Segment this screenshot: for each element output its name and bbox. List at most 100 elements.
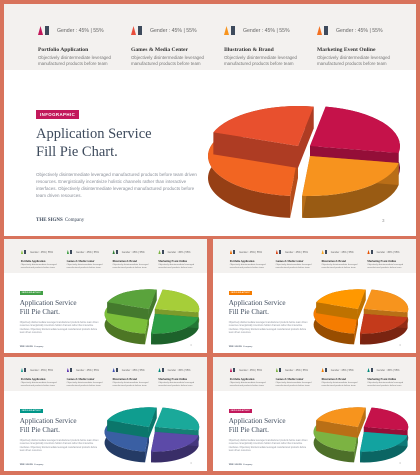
- gender-row: Gender : 45% | 55%: [229, 249, 272, 255]
- gender-row: Gender : 45% | 55%: [224, 26, 310, 35]
- info-column-4: Gender : 45% | 55% Marketing Event Online…: [367, 367, 409, 388]
- pie-slice-2: [150, 313, 199, 345]
- female-icon: [229, 367, 233, 373]
- male-icon: [138, 26, 142, 35]
- gender-ratio: Gender : 45% | 55%: [75, 368, 99, 372]
- female-icon: [66, 367, 70, 373]
- gender-ratio: Gender : 45% | 55%: [239, 368, 262, 372]
- gender-ratio: Gender : 45% | 55%: [243, 27, 290, 34]
- column-title: Marketing Event Online: [367, 378, 397, 382]
- male-icon: [279, 249, 282, 255]
- gender-ratio: Gender : 45% | 55%: [284, 368, 308, 372]
- column-title: Games & Media Center: [131, 47, 189, 53]
- pie-slice-4: [316, 407, 366, 438]
- footer-brand-suffix: Company: [64, 218, 85, 223]
- gender-row: Gender : 45% | 55%: [367, 367, 409, 373]
- pie-slice-2: [150, 431, 199, 463]
- info-column-3: Gender : 45% | 55% Illustration & Brand Ob…: [321, 367, 363, 388]
- gender-ratio: Gender : 45% | 55%: [75, 250, 99, 254]
- info-column-3: Gender : 45% | 55% Illustration & Brand Ob…: [112, 367, 154, 388]
- header-band: [4, 239, 207, 273]
- header-band: [213, 357, 416, 391]
- gender-ratio: Gender : 45% | 55%: [121, 368, 145, 372]
- female-icon: [38, 26, 43, 35]
- male-icon: [24, 367, 27, 373]
- male-icon: [70, 249, 73, 255]
- column-title: Illustration & Brand: [321, 378, 346, 382]
- male-icon: [161, 367, 164, 373]
- body-text: Objectively disintermediate leveraged ma…: [228, 439, 308, 453]
- column-description: Objectively disintermediate leveraged ma…: [224, 55, 297, 66]
- info-column-3: Gender : 45% | 55% Illustration & Brand Ob…: [112, 249, 154, 270]
- infographic-badge: INFOGRAPHIC: [19, 291, 44, 296]
- gender-row: Gender : 45% | 55%: [112, 367, 154, 373]
- column-title: Portfolio Application: [38, 47, 89, 53]
- female-icon: [367, 249, 370, 255]
- slide-thumbnail-orange[interactable]: Gender : 45% | 55% Portfolio Application O…: [213, 239, 416, 353]
- male-icon: [324, 26, 328, 35]
- female-icon: [229, 249, 233, 255]
- female-icon: [112, 249, 115, 255]
- page-number: 3: [190, 344, 192, 347]
- gender-ratio: Gender : 45% | 55%: [167, 250, 191, 254]
- info-column-4: Gender : 45% | 55% Marketing Event Online…: [158, 367, 200, 388]
- footer-brand: THE SIGNSCompany: [229, 345, 253, 348]
- slide-thumbnail-mixed[interactable]: Gender : 45% | 55% Portfolio Application O…: [213, 357, 416, 471]
- pie-slice-2: [302, 156, 399, 218]
- info-column-2: Gender : 45% | 55% Games & Media Center Ob…: [131, 26, 217, 67]
- footer-brand-name: THE SIGNS: [228, 462, 242, 466]
- pie-slice-4: [107, 407, 157, 438]
- column-title: Games & Media Center: [275, 260, 304, 264]
- body-text: Objectively disintermediate leveraged ma…: [228, 321, 308, 335]
- column-description: Objectively disintermediate leveraged ma…: [20, 264, 57, 270]
- gender-ratio: Gender : 45% | 55%: [330, 250, 354, 254]
- pie-slice-4: [316, 289, 366, 320]
- female-icon: [20, 367, 24, 373]
- footer-brand-suffix: Company: [242, 344, 253, 348]
- slide-title-line-1: Application Service: [36, 126, 152, 142]
- female-icon: [367, 367, 370, 373]
- column-title: Portfolio Application: [20, 378, 46, 382]
- column-description: Objectively disintermediate leveraged ma…: [229, 382, 266, 388]
- slide-title-line-2: Fill Pie Chart.: [19, 308, 60, 317]
- column-description: Objectively disintermediate leveraged ma…: [367, 264, 404, 270]
- gender-row: Gender : 45% | 55%: [275, 367, 318, 373]
- column-description: Objectively disintermediate leveraged ma…: [275, 264, 312, 270]
- female-icon: [321, 367, 324, 373]
- footer-brand-suffix: Company: [33, 462, 44, 466]
- main-slide-preview[interactable]: Gender : 45% | 55% Portfolio Application O…: [4, 4, 416, 236]
- gender-ratio: Gender : 45% | 55%: [376, 250, 400, 254]
- pie-slice-4: [213, 106, 314, 168]
- male-icon: [324, 249, 327, 255]
- pie-chart: [207, 106, 400, 218]
- column-title: Marketing Event Online: [158, 378, 188, 382]
- page-number: 3: [382, 218, 385, 223]
- pie-chart: [104, 289, 200, 345]
- slide-thumbnail-blue[interactable]: Gender : 45% | 55% Portfolio Application O…: [4, 357, 207, 471]
- column-title: Illustration & Brand: [321, 260, 346, 264]
- column-description: Objectively disintermediate leveraged ma…: [158, 264, 195, 270]
- footer-brand-name: THE SIGNS: [19, 462, 33, 466]
- column-title: Portfolio Application: [229, 378, 255, 382]
- column-description: Objectively disintermediate leveraged ma…: [131, 55, 204, 66]
- female-icon: [317, 26, 322, 35]
- info-column-1: Gender : 45% | 55% Portfolio Application O…: [229, 249, 272, 270]
- male-icon: [24, 249, 27, 255]
- column-title: Illustration & Brand: [112, 260, 137, 264]
- slide-thumbnail-green[interactable]: Gender : 45% | 55% Portfolio Application O…: [4, 239, 207, 353]
- infographic-badge: INFOGRAPHIC: [19, 409, 44, 414]
- female-icon: [158, 249, 161, 255]
- gender-row: Gender : 45% | 55%: [229, 367, 272, 373]
- info-column-4: Gender : 45% | 55% Marketing Event Online…: [158, 249, 200, 270]
- female-icon: [112, 367, 115, 373]
- footer-brand-suffix: Company: [33, 344, 44, 348]
- header-band: [4, 4, 416, 70]
- footer-brand-name: THE SIGNS: [36, 218, 63, 223]
- info-column-1: Gender : 45% | 55% Portfolio Application O…: [20, 367, 63, 388]
- gender-row: Gender : 45% | 55%: [66, 249, 109, 255]
- gender-ratio: Gender : 45% | 55%: [57, 27, 104, 34]
- male-icon: [115, 367, 118, 373]
- male-icon: [231, 26, 235, 35]
- female-icon: [224, 26, 229, 35]
- page-number: 3: [399, 344, 401, 347]
